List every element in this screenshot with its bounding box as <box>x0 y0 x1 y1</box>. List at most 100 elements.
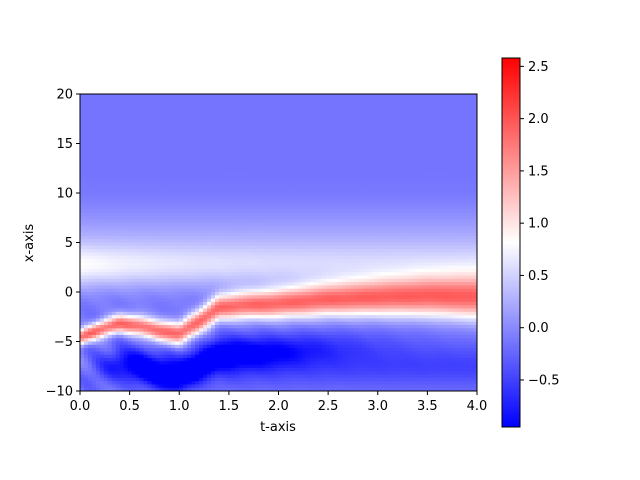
heatmap-cell <box>155 199 160 204</box>
heatmap-cell <box>246 374 252 379</box>
heatmap-cell <box>195 348 200 352</box>
heatmap-cell <box>294 216 299 220</box>
heatmap-cell <box>286 189 292 194</box>
heatmap-cell <box>191 120 196 125</box>
heatmap-cell <box>214 305 220 310</box>
heatmap-cell <box>258 226 264 230</box>
heatmap-cell <box>95 282 101 286</box>
heatmap-cell <box>155 331 160 336</box>
heatmap-cell <box>242 143 248 148</box>
heatmap-cell <box>83 150 89 154</box>
heatmap-cell <box>207 381 212 385</box>
heatmap-cell <box>266 361 272 366</box>
heatmap-cell <box>139 160 145 164</box>
heatmap-cell <box>234 272 240 277</box>
heatmap-cell <box>87 143 93 148</box>
heatmap-cell <box>103 292 109 296</box>
heatmap-cell <box>218 318 224 323</box>
heatmap-cell <box>250 229 256 234</box>
heatmap-cell <box>234 113 240 118</box>
heatmap-cell <box>207 186 212 191</box>
heatmap-cell <box>262 367 268 372</box>
heatmap-cell <box>87 229 93 234</box>
heatmap-cell <box>135 371 141 376</box>
heatmap-cell <box>91 103 97 108</box>
heatmap-cell <box>83 206 89 211</box>
heatmap-cell <box>83 311 89 316</box>
heatmap-cell <box>127 117 133 121</box>
heatmap-cell <box>159 127 164 131</box>
heatmap-cell <box>183 272 188 277</box>
heatmap-cell <box>171 219 176 224</box>
heatmap-cell <box>286 232 292 237</box>
heatmap-cell <box>119 367 125 372</box>
heatmap-cell <box>207 196 212 201</box>
heatmap-cell <box>262 100 268 105</box>
heatmap-cell <box>286 278 292 283</box>
heatmap-cell <box>187 358 192 362</box>
heatmap-cell <box>262 226 268 230</box>
heatmap-cell <box>119 364 125 369</box>
heatmap-cell <box>298 117 303 121</box>
heatmap-cell <box>139 367 145 372</box>
heatmap-cell <box>171 305 176 310</box>
heatmap-cell <box>199 384 204 389</box>
heatmap-cell <box>139 262 145 267</box>
heatmap-cell <box>203 163 208 168</box>
heatmap-cell <box>262 387 268 391</box>
heatmap-cell <box>207 107 212 112</box>
heatmap-cell <box>226 249 232 253</box>
heatmap-cell <box>80 127 85 131</box>
heatmap-cell <box>151 219 157 224</box>
heatmap-cell <box>266 169 272 174</box>
heatmap-cell <box>87 341 93 346</box>
heatmap-cell <box>254 173 260 178</box>
heatmap-cell <box>211 143 216 148</box>
heatmap-cell <box>183 245 188 250</box>
heatmap-cell <box>175 232 180 237</box>
heatmap-cell <box>290 334 295 339</box>
heatmap-cell <box>95 374 101 379</box>
heatmap-cell <box>119 305 125 310</box>
heatmap-cell <box>222 318 228 323</box>
heatmap-cell <box>234 288 240 293</box>
heatmap-cell <box>270 259 276 263</box>
heatmap-cell <box>214 130 220 135</box>
heatmap-cell <box>246 308 252 313</box>
heatmap-cell <box>214 113 220 118</box>
heatmap-cell <box>226 107 232 112</box>
heatmap-cell <box>290 318 295 323</box>
heatmap-cell <box>183 384 188 389</box>
heatmap-cell <box>139 249 145 253</box>
heatmap-cell <box>294 179 299 184</box>
heatmap-cell <box>167 226 172 230</box>
heatmap-cell <box>179 262 184 267</box>
heatmap-cell <box>262 331 268 336</box>
heatmap-cell <box>222 216 228 220</box>
heatmap-cell <box>218 242 224 247</box>
heatmap-cell <box>155 328 160 333</box>
heatmap-cell <box>111 169 117 174</box>
heatmap-cell <box>242 107 248 112</box>
heatmap-cell <box>115 219 121 224</box>
heatmap-cell <box>278 206 284 211</box>
heatmap-cell <box>107 107 113 112</box>
heatmap-cell <box>294 242 299 247</box>
heatmap-cell <box>195 344 200 349</box>
heatmap-cell <box>270 117 276 121</box>
heatmap-cell <box>254 288 260 293</box>
heatmap-cell <box>238 222 244 227</box>
heatmap-cell <box>266 226 272 230</box>
heatmap-cell <box>175 245 180 250</box>
heatmap-cell <box>159 179 164 184</box>
heatmap-cell <box>262 325 268 329</box>
heatmap-cell <box>103 298 109 303</box>
heatmap-cell <box>211 377 216 382</box>
heatmap-cell <box>91 318 97 323</box>
heatmap-cell <box>123 275 129 280</box>
heatmap-cell <box>155 173 160 178</box>
heatmap-cell <box>183 354 188 359</box>
heatmap-cell <box>131 272 137 277</box>
heatmap-cell <box>195 341 200 346</box>
heatmap-cell <box>238 377 244 382</box>
